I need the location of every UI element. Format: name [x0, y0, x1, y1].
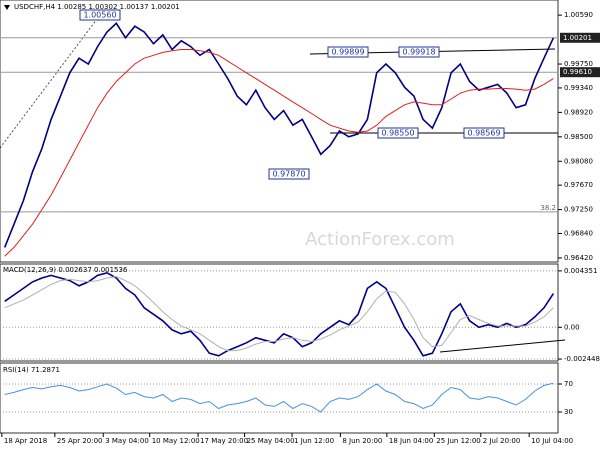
x-tick-label: 17 May 20:00 — [200, 437, 248, 445]
annotation-box — [398, 46, 440, 58]
y-tick-label: 0.99750 — [564, 60, 593, 68]
x-tick-label: 10 Jul 04:00 — [531, 437, 573, 445]
trendline — [439, 339, 566, 353]
annotation-label: 0.99918 — [402, 48, 435, 57]
series-line — [3, 22, 555, 248]
x-tick-label: 18 Apr 2018 — [4, 437, 47, 445]
annotation-label: 0.98569 — [467, 129, 500, 138]
level-label: 0.99610 — [563, 68, 592, 76]
annotation-box — [79, 9, 121, 21]
annotation-box — [377, 127, 419, 139]
series-line — [4, 49, 554, 257]
panel-title: USDCHF,H4 1.00285 1.00302 1.00137 1.0020… — [14, 3, 180, 11]
x-tick-label: 18 Jun 04:00 — [389, 437, 433, 445]
x-tick-label: 2 Jul 20:00 — [483, 437, 521, 445]
annotation-label: 0.98550 — [381, 129, 414, 138]
annotation-box — [268, 168, 310, 180]
y-tick-label: 0.97670 — [564, 181, 593, 189]
panel-title: RSI(14) 71.2871 — [3, 366, 60, 374]
series-line — [4, 382, 554, 413]
y-tick-label: 0.004351 — [564, 267, 597, 275]
level-box — [560, 32, 600, 43]
annotation: 0.97870 — [268, 168, 310, 180]
y-tick-label: 0.98920 — [564, 108, 593, 116]
x-tick-label: 25 May 04:00 — [247, 437, 295, 445]
annotation-label: 0.97870 — [272, 170, 305, 179]
panel-title: MACD(12,26,9) 0.002637 0.001536 — [3, 266, 128, 274]
x-tick-label: 25 Apr 20:00 — [57, 437, 103, 445]
x-tick-label: 8 Jun 20:00 — [342, 437, 382, 445]
annotation-label: 0.99899 — [331, 48, 364, 57]
annotation-label: 1.00560 — [83, 11, 116, 20]
x-tick-label: 3 May 04:00 — [105, 437, 149, 445]
y-tick-label: 0.97250 — [564, 206, 593, 214]
y-tick-label: 30 — [564, 408, 573, 416]
y-tick-label: 0.96420 — [564, 254, 593, 262]
x-tick-label: 25 Jun 12:00 — [436, 437, 480, 445]
panel-frame — [0, 0, 559, 263]
y-tick-label: -0.002448 — [564, 355, 600, 363]
annotation: 0.98550 — [377, 127, 419, 139]
x-tick-label: 1 Jun 12:00 — [294, 437, 334, 445]
annotation: 0.99918 — [398, 46, 440, 58]
y-tick-label: 0.96840 — [564, 229, 593, 237]
panel-frame — [0, 263, 559, 362]
fib-label: 38.2 — [540, 204, 556, 212]
series-line — [4, 271, 555, 357]
watermark: ActionForex.com — [305, 229, 455, 250]
annotation: 1.00560 — [79, 9, 121, 21]
y-tick-label: 0.98080 — [564, 157, 593, 165]
series-line — [4, 276, 554, 352]
y-tick-label: 70 — [564, 380, 573, 388]
annotation-box — [327, 46, 369, 58]
y-tick-label: 0.00 — [564, 323, 580, 331]
y-tick-label: 1.00590 — [564, 11, 593, 19]
menu-triangle — [4, 5, 10, 10]
panel-frame — [0, 362, 559, 434]
annotation-box — [463, 127, 505, 139]
x-tick-label: 10 May 12:00 — [152, 437, 200, 445]
annotation: 0.98569 — [463, 127, 505, 139]
level-box — [560, 67, 600, 78]
y-tick-label: 0.98500 — [564, 133, 593, 141]
y-tick-label: 0.99340 — [564, 84, 593, 92]
level-label: 1.00201 — [563, 34, 592, 42]
annotation: 0.99899 — [327, 46, 369, 58]
trendline — [0, 14, 101, 149]
